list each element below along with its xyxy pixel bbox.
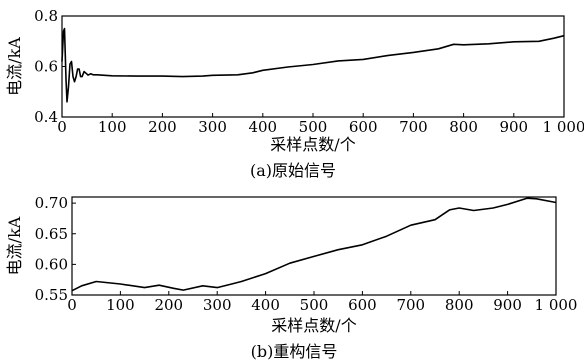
x-tick-label-b: 1 000 (535, 296, 578, 314)
x-tick-label-a: 500 (299, 118, 328, 136)
y-tick-label-a: 0.6 (34, 58, 58, 76)
x-axis-label-a: 采样点数/个 (270, 135, 355, 154)
caption-a: (a)原始信号 (250, 161, 336, 180)
panel-b: 0 100 200 300 400 500 600 700 800 900 1 000 0.55 0.6… (5, 194, 577, 361)
x-tick-label-b: 900 (493, 296, 522, 314)
x-tick-label-b: 500 (300, 296, 329, 314)
y-tick-label-b: 0.65 (35, 225, 68, 243)
marks-a: 0 100 200 300 400 500 600 700 800 900 1 000 0.4 0.6 0… (34, 7, 584, 136)
x-tick-label-a: 100 (98, 118, 127, 136)
series-line-a (61, 27, 565, 103)
plot-frame-a (61, 15, 565, 118)
x-tick-label-a: 0 (57, 118, 67, 136)
x-tick-label-b: 400 (251, 296, 280, 314)
x-tick-label-b: 700 (396, 296, 425, 314)
x-tick-label-b: 200 (154, 296, 183, 314)
x-tick-label-b: 300 (203, 296, 232, 314)
panel-a: 0 100 200 300 400 500 600 700 800 900 1 000 0.4 0.6 0… (5, 7, 584, 180)
x-tick-label-a: 900 (499, 118, 528, 136)
caption-b: (b)重构信号 (251, 342, 338, 361)
x-tick-label-a: 600 (349, 118, 378, 136)
x-axis-label-b: 采样点数/个 (271, 316, 356, 335)
y-tick-label-a: 0.8 (34, 7, 58, 25)
plot-frame-b (71, 196, 557, 296)
y-axis-label-b: 电流/kA (5, 216, 24, 275)
x-tick-label-a: 1 000 (543, 118, 584, 136)
x-tick-label-a: 400 (248, 118, 277, 136)
x-tick-label-a: 800 (449, 118, 478, 136)
x-tick-label-b: 600 (348, 296, 377, 314)
x-tick-label-a: 300 (198, 118, 227, 136)
x-tick-label-a: 700 (399, 118, 428, 136)
marks-b: 0 100 200 300 400 500 600 700 800 900 1 000 0.55 0.6… (35, 194, 578, 314)
x-tick-label-b: 0 (67, 296, 77, 314)
x-tick-label-a: 200 (148, 118, 177, 136)
y-tick-label-a: 0.4 (34, 108, 58, 126)
y-tick-label-b: 0.60 (35, 255, 68, 273)
series-line-b (71, 197, 557, 292)
x-tick-label-b: 800 (445, 296, 474, 314)
y-tick-label-b: 0.70 (35, 194, 68, 212)
y-axis-label-a: 电流/kA (5, 37, 24, 96)
y-tick-label-b: 0.55 (35, 286, 68, 304)
x-tick-label-b: 100 (106, 296, 135, 314)
